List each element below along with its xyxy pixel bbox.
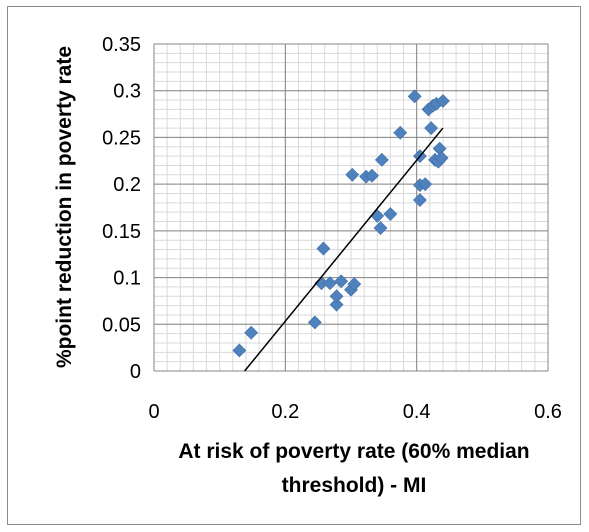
y-tick-label: 0.3	[113, 81, 141, 103]
data-point	[407, 89, 422, 104]
trendline-group	[244, 127, 444, 372]
x-tick-label: 0	[148, 401, 159, 423]
x-axis-title-line-2: threshold) - MI	[282, 474, 427, 497]
x-axis-title-line-1: At risk of poverty rate (60% median	[178, 440, 529, 463]
data-point	[436, 94, 450, 108]
y-tick-label: 0.2	[113, 174, 141, 196]
data-point	[329, 297, 344, 312]
data-point	[424, 121, 439, 136]
data-point	[383, 207, 398, 221]
data-point	[345, 167, 360, 182]
y-tick-label: 0.1	[113, 268, 141, 290]
data-point	[374, 152, 389, 167]
y-tick-label: 0	[130, 361, 141, 383]
data-point	[413, 193, 427, 207]
gridlines	[153, 43, 549, 372]
x-tick-labels: 0 0.2 0.4 0.6	[148, 401, 561, 423]
data-point	[316, 241, 331, 256]
x-tick-label: 0.4	[403, 401, 431, 423]
data-point	[334, 274, 349, 289]
data-point	[365, 168, 379, 183]
data-point	[329, 289, 344, 304]
data-point	[434, 151, 449, 165]
x-tick-label: 0.6	[534, 401, 562, 423]
data-point	[373, 221, 388, 235]
data-point	[307, 315, 322, 330]
data-point	[393, 125, 408, 140]
data-point	[232, 343, 247, 358]
trendline	[244, 127, 444, 372]
y-tick-labels: 0 0.05 0.1 0.15 0.2 0.25 0.3 0.35	[102, 34, 141, 383]
data-point	[347, 277, 362, 292]
data-point	[244, 325, 259, 340]
data-point	[323, 276, 337, 291]
x-tick-label: 0.2	[271, 401, 299, 423]
y-axis-title: %point reduction in poverty rate	[53, 46, 76, 368]
data-point	[418, 177, 433, 192]
data-point	[370, 208, 385, 223]
chart-frame	[7, 6, 581, 525]
y-tick-label: 0.25	[102, 127, 141, 149]
y-tick-label: 0.35	[102, 34, 141, 56]
y-tick-label: 0.05	[102, 314, 141, 336]
y-tick-label: 0.15	[102, 221, 141, 243]
axes	[153, 44, 548, 372]
